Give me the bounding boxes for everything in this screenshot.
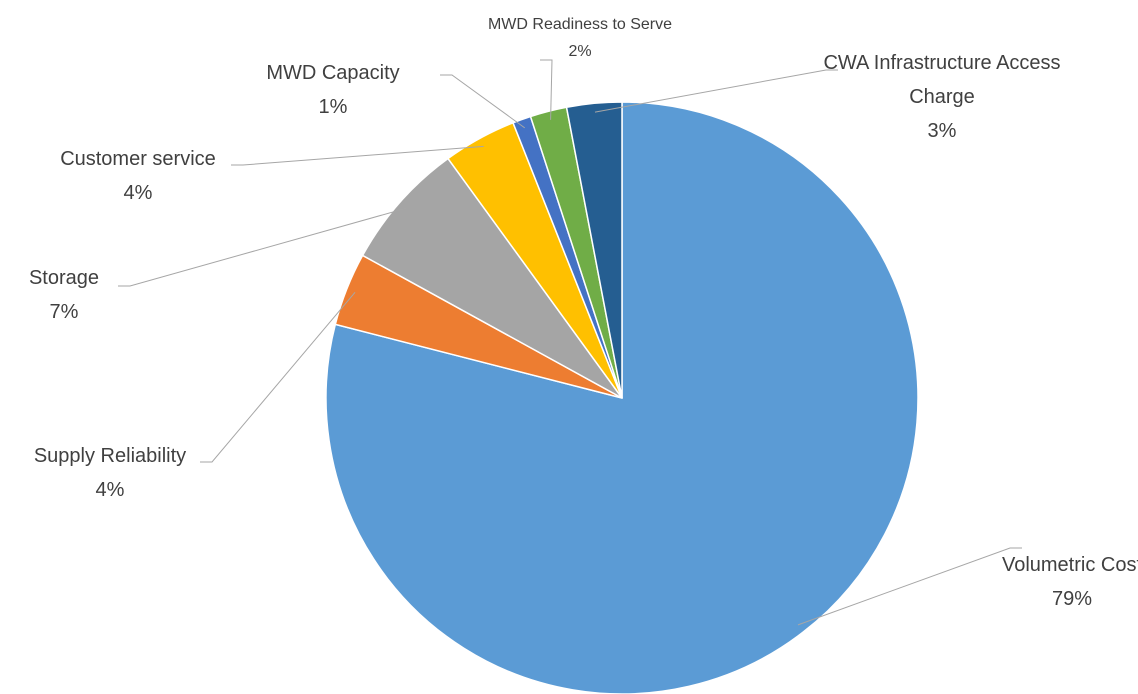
data-label: Supply Reliability 4%: [0, 439, 220, 507]
leader-line: [797, 547, 1022, 626]
value-label: 1%: [318, 96, 348, 118]
data-label: Volumetric Cost 79%: [972, 548, 1138, 616]
data-label: Customer service 4%: [28, 142, 248, 210]
leader-line: [540, 59, 553, 120]
category-label: Supply Reliability: [33, 445, 187, 467]
value-label: 3%: [927, 120, 957, 142]
value-label: 79%: [1051, 588, 1093, 610]
data-label: MWD Capacity 1%: [233, 56, 433, 124]
pie-slice: [361, 157, 623, 399]
value-label: 4%: [95, 479, 125, 501]
category-label: Volumetric Cost: [1001, 554, 1138, 576]
category-label: Customer service: [60, 148, 216, 170]
leader-line: [200, 291, 356, 463]
category-label: MWD Readiness to Serve: [487, 15, 673, 33]
leader-line: [594, 69, 838, 113]
category-label: CWA Infrastructure Access Charge: [823, 52, 1061, 108]
value-label: 4%: [123, 182, 153, 204]
leader-line: [231, 145, 484, 166]
data-label: CWA Infrastructure Access Charge 3%: [822, 46, 1062, 148]
data-label: Storage 7%: [4, 261, 124, 329]
category-label: MWD Capacity: [266, 62, 400, 84]
data-label: MWD Readiness to Serve 2%: [440, 11, 720, 65]
leader-line: [118, 207, 407, 287]
pie-slice: [565, 101, 623, 399]
pie-slice: [325, 101, 919, 694]
category-label: Storage: [28, 267, 100, 289]
value-label: 2%: [568, 43, 592, 60]
value-label: 7%: [49, 301, 79, 323]
leader-line: [440, 74, 526, 129]
